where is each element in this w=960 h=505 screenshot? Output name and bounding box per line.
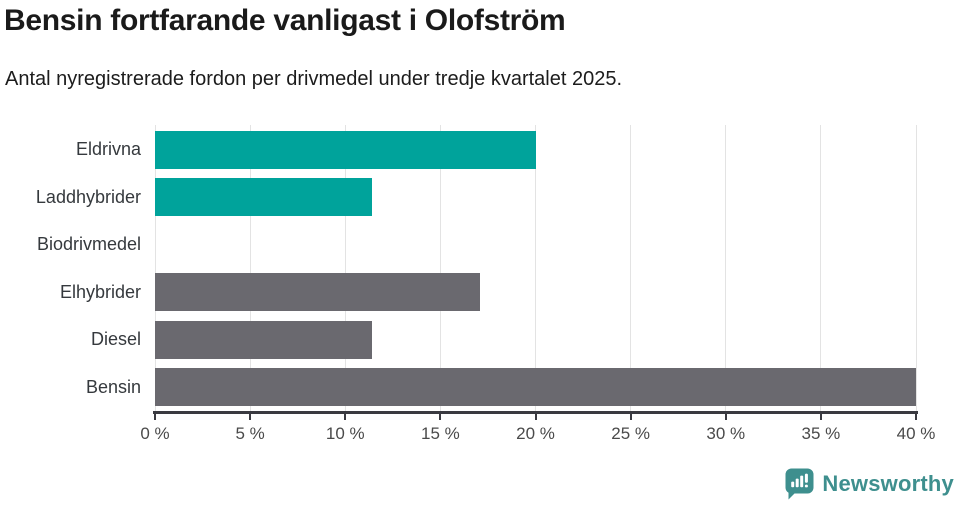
axis-tick [154,414,156,420]
axis-tick-label: 25 % [611,424,650,443]
category-label: Eldrivna [75,139,141,160]
bar [155,273,481,312]
axis-tick-label: 40 % [896,424,936,443]
chart-subtitle: Antal nyregistrerade fordon per drivmede… [5,68,623,90]
gridline [154,125,156,411]
category-label: Elhybrider [59,281,141,302]
gridline [915,125,917,411]
bar-track [155,226,916,264]
category-label: Laddhybrider [35,186,141,207]
axis-tick-label: 0 % [140,424,170,443]
x-axis-ticks [154,414,917,421]
chart-title: Bensin fortfarande vanligast i Olofström [4,4,566,37]
bar-track [155,368,916,407]
axis-tick [249,414,252,420]
newsworthy-logo-icon [785,468,814,500]
bar [155,178,372,217]
axis-tick-label: 5 % [235,424,265,443]
bar-track [155,273,916,312]
gridline [439,125,441,411]
brand-name: Newsworthy [822,471,954,496]
gridline [344,125,346,411]
gridline [249,125,251,411]
axis-tick [629,414,632,420]
bar-track [155,320,916,359]
gridline [535,125,536,411]
axis-tick [915,414,917,420]
bar [155,368,916,407]
bar-chart-rows: Eldrivna Laddhybrider Biodrivmedel Elhybrid… [0,126,916,411]
category-label: Biodrivmedel [36,234,141,255]
category-label: Bensin [85,376,141,397]
axis-tick [534,414,537,420]
gridline [820,125,822,411]
axis-tick-label: 10 % [325,424,365,443]
axis-tick-label: 20 % [516,424,555,443]
chart-row: Biodrivmedel [0,221,916,269]
x-axis-line [153,411,918,414]
axis-tick [819,414,822,420]
axis-tick [724,414,727,420]
axis-tick-label: 35 % [801,424,841,443]
chart-row: Bensin [0,364,916,412]
axis-tick-label: 15 % [421,424,460,443]
plot-gridlines [154,125,917,411]
gridline [725,125,727,411]
bar [155,320,372,359]
chart-row: Elhybrider [0,269,916,317]
axis-tick-label: 30 % [706,424,746,443]
newsworthy-attribution: Newsworthy [785,468,954,500]
chart-row: Diesel [0,316,916,364]
category-label: Diesel [90,329,141,350]
chart-row: Eldrivna [0,126,916,174]
bar-track [155,178,916,217]
axis-tick [344,414,347,420]
axis-tick [439,414,442,420]
gridline [630,125,632,411]
x-axis-tick-labels: 0 % 5 % 10 % 15 % 20 % 25 % 30 % 35 % 40 % [140,424,935,446]
bar-track [155,130,916,169]
bar [155,130,536,169]
chart-row: Laddhybrider [0,174,916,222]
